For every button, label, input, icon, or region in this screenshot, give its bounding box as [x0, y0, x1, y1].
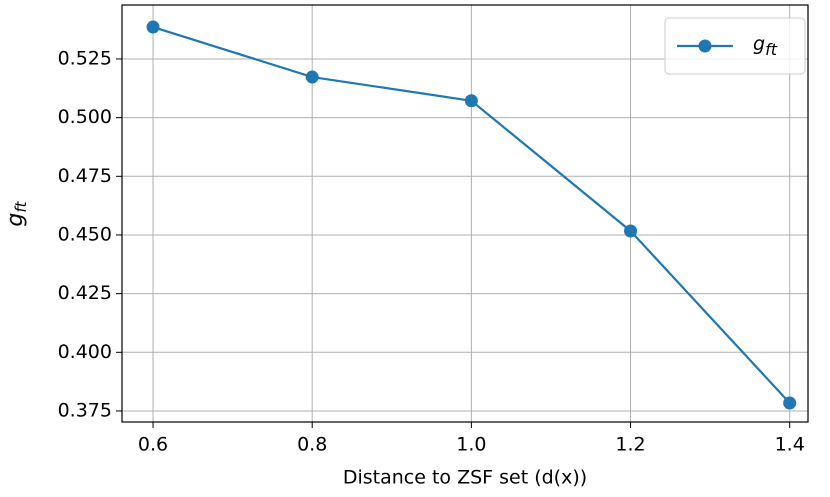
- data-point: [464, 94, 478, 108]
- y-tick-label: 0.400: [58, 341, 112, 363]
- data-point: [146, 20, 160, 34]
- y-tick-label: 0.475: [58, 165, 112, 187]
- x-tick-label: 1.0: [456, 434, 486, 456]
- data-point: [624, 224, 638, 238]
- legend-marker: [698, 39, 712, 53]
- x-tick-label: 1.2: [615, 434, 645, 456]
- legend-box: [664, 17, 806, 75]
- y-label-sub: ft: [12, 200, 30, 212]
- plot-frame: [121, 4, 809, 423]
- y-tick-label: 0.425: [58, 282, 112, 304]
- legend-label: gft: [753, 33, 778, 59]
- x-tick-label: 0.8: [297, 434, 327, 456]
- y-axis-label: gft: [3, 200, 30, 226]
- x-axis-label: Distance to ZSF set (d(x)): [343, 467, 587, 489]
- legend-label-base: g: [753, 33, 765, 55]
- data-point: [783, 396, 797, 410]
- legend-label-sub: ft: [765, 40, 778, 59]
- x-tick-label: 1.4: [775, 434, 805, 456]
- y-tick-label: 0.450: [58, 223, 112, 245]
- y-tick-label: 0.525: [58, 47, 112, 69]
- x-tick-label: 0.6: [138, 434, 168, 456]
- data-point: [305, 70, 319, 84]
- y-tick-label: 0.375: [58, 399, 112, 421]
- y-tick-label: 0.500: [58, 106, 112, 128]
- y-label-base: g: [3, 213, 28, 227]
